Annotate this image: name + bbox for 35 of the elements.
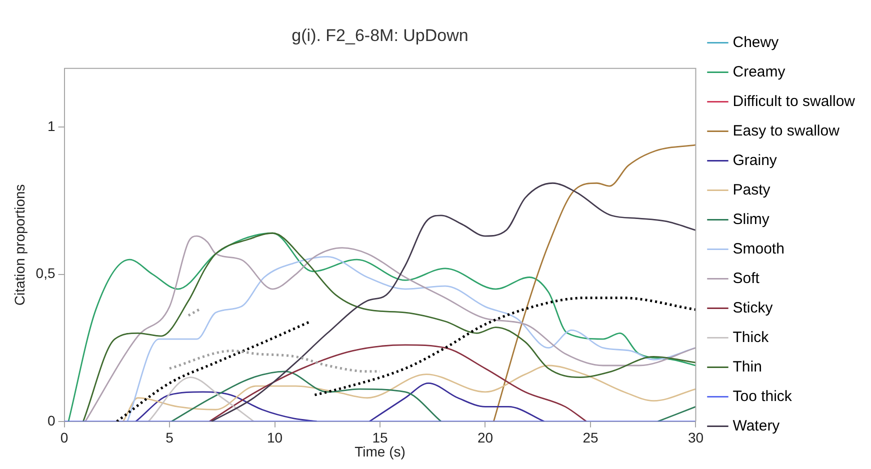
legend-label: Watery (732, 417, 780, 434)
x-tick-label: 20 (477, 430, 494, 446)
x-tick-label: 0 (60, 430, 68, 446)
x-tick-label: 25 (582, 430, 598, 446)
legend-label: Creamy (732, 63, 786, 80)
line-series (210, 182, 696, 422)
chart-title: g(i). F2_6-8M: UpDown (292, 26, 468, 45)
y-axis-title: Citation proportions (11, 184, 28, 306)
legend-label: Slimy (732, 210, 770, 228)
x-axis-title: Time (s) (354, 443, 406, 460)
legend-label: Pasty (732, 181, 771, 198)
x-tick-label: 30 (688, 430, 704, 446)
x-tick-label: 15 (372, 430, 388, 446)
legend-label: Smooth (732, 240, 784, 258)
y-tick-label: 0 (47, 412, 56, 428)
line-series (208, 344, 587, 422)
legend-label: Thick (732, 328, 770, 346)
line-series (116, 320, 312, 422)
y-tick-label: 0,5 (36, 265, 56, 282)
y-tick-label: 1 (47, 118, 56, 134)
legend-label: Difficult to swallow (732, 92, 856, 110)
line-series (313, 296, 696, 396)
legend-label: Grainy (732, 152, 778, 169)
legend-label: Thin (732, 358, 762, 376)
line-series (126, 256, 696, 422)
line-series (168, 350, 382, 373)
line-series (122, 364, 696, 422)
line-series (492, 144, 696, 422)
legend-label: Sticky (732, 299, 774, 316)
legend-label: Chewy (732, 34, 780, 51)
x-tick-label: 10 (266, 430, 283, 446)
legend-label: Easy to swallow (732, 122, 840, 140)
legend-label: Too thick (732, 388, 792, 405)
x-tick-label: 5 (166, 430, 174, 446)
legend-label: Soft (732, 270, 760, 287)
